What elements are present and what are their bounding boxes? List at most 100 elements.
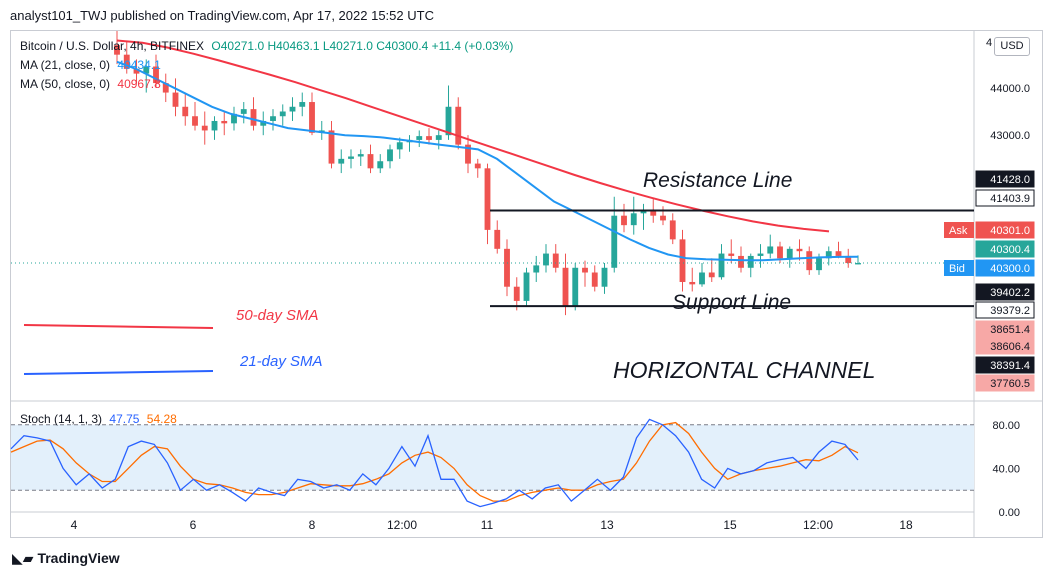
price-tag-bg [975, 337, 1035, 355]
candle-body [192, 116, 198, 126]
price-side-badge [944, 222, 974, 238]
ma50-label: MA (50, close, 0) [20, 77, 111, 91]
price-tag-label: 41428.0 [990, 174, 1030, 186]
candle-body [153, 66, 159, 84]
candle-body [182, 106, 189, 117]
sma50-label: 50-day SMA [236, 307, 319, 324]
candle-body [270, 116, 276, 121]
stoch-tick-label: 80.00 [992, 420, 1020, 432]
candle-body [357, 154, 364, 157]
price-tag-bg [975, 189, 1035, 207]
price-tag-bg [975, 170, 1035, 188]
ma50-legend[interactable]: MA (50, close, 0) 40967.8 [20, 77, 165, 91]
candle-body [777, 246, 783, 259]
ohlc-values: O40271.0 H40463.1 L40271.0 C40300.4 +11.… [211, 39, 514, 53]
candle-body [133, 68, 140, 74]
price-tag-bg [975, 374, 1035, 392]
candle-body [601, 267, 608, 287]
candle-body [689, 281, 696, 285]
ma50-line [116, 39, 830, 233]
price-tag-label: 39379.2 [990, 305, 1030, 317]
price-tag-bg [975, 283, 1035, 301]
candle-body [747, 255, 754, 268]
resistance-label: Resistance Line [643, 169, 792, 192]
price-tag-bg [975, 320, 1035, 338]
candle-body [806, 251, 813, 271]
candle-body [855, 263, 861, 265]
stoch-d-line [10, 421, 859, 502]
price-tag-bg [975, 221, 1035, 239]
candle-body [445, 106, 452, 136]
candle-body [679, 239, 686, 282]
price-tag-label: 40301.0 [990, 225, 1030, 237]
candle-body [143, 66, 150, 74]
candle-body [543, 253, 549, 266]
candle-body [591, 272, 598, 287]
price-side-label: Ask [949, 225, 968, 237]
candle-body [845, 255, 852, 264]
price-tag-label: 40300.4 [990, 244, 1030, 256]
candle-body [786, 248, 793, 259]
tradingview-logo-icon: ◣▰ [12, 551, 34, 567]
stoch-d-value: 54.28 [146, 412, 177, 426]
candles-group [114, 31, 861, 316]
price-tick-label: 44000.0 [990, 83, 1030, 95]
support-label: Support Line [672, 291, 791, 314]
time-axis-label: 4 [71, 518, 78, 532]
ma21-label: MA (21, close, 0) [20, 58, 111, 72]
candle-body [172, 92, 179, 107]
ma21-legend[interactable]: MA (21, close, 0) 40434.1 [20, 58, 165, 72]
tradingview-logo[interactable]: ◣▰ TradingView [12, 550, 120, 567]
candle-body [494, 229, 501, 249]
price-tick-label-partial: 4 [986, 37, 992, 49]
stoch-band [11, 424, 974, 491]
candle-body [367, 154, 374, 169]
candle-body [211, 120, 218, 131]
candle-body [728, 253, 735, 256]
candle-body [816, 258, 822, 271]
candle-body [465, 144, 471, 164]
time-axis-label: 18 [899, 518, 913, 532]
publish-info: analyst101_TWJ published on TradingView.… [10, 8, 434, 23]
candle-body [455, 106, 462, 145]
currency-button[interactable]: USD [994, 37, 1030, 56]
candle-body [221, 120, 228, 124]
candle-body [299, 102, 306, 107]
time-axis-label: 15 [723, 518, 737, 532]
candle-body [201, 125, 208, 131]
stoch-tick-label: 0.00 [999, 507, 1020, 519]
candle-body [708, 272, 715, 278]
candle-body [660, 215, 666, 221]
footer-brand: TradingView [37, 550, 120, 566]
stoch-legend[interactable]: Stoch (14, 1, 3) 47.75 54.28 [20, 412, 181, 426]
candle-body [435, 135, 442, 140]
price-side-badge [944, 260, 974, 276]
price-tick-label: 43000.0 [990, 130, 1030, 142]
candle-body [484, 168, 491, 230]
stoch-k-line [10, 418, 859, 508]
price-tag-label: 38391.4 [990, 360, 1030, 372]
candle-body [562, 267, 569, 306]
candle-body [621, 215, 627, 226]
candle-body [669, 220, 676, 240]
symbol-title[interactable]: Bitcoin / U.S. Dollar, 4h, BITFINEX [20, 39, 205, 53]
ma50-value: 40967.8 [117, 77, 161, 91]
candle-body [650, 210, 657, 216]
candle-body [396, 142, 403, 150]
sma21-label: 21-day SMA [239, 353, 323, 370]
candle-body [699, 272, 705, 285]
candle-body [260, 120, 267, 126]
price-tag-label: 38606.4 [990, 341, 1030, 353]
candle-body [611, 215, 618, 268]
price-tag-bg [975, 259, 1035, 277]
candle-body [123, 54, 130, 69]
candle-body [533, 265, 540, 273]
price-tag-bg [975, 356, 1035, 374]
stoch-label: Stoch (14, 1, 3) [20, 412, 103, 426]
stoch-tick-label: 40.00 [992, 463, 1020, 475]
candle-body [825, 251, 832, 259]
symbol-legend: Bitcoin / U.S. Dollar, 4h, BITFINEX O402… [20, 39, 517, 53]
candle-body [416, 136, 423, 140]
stoch-k-value: 47.75 [109, 412, 140, 426]
